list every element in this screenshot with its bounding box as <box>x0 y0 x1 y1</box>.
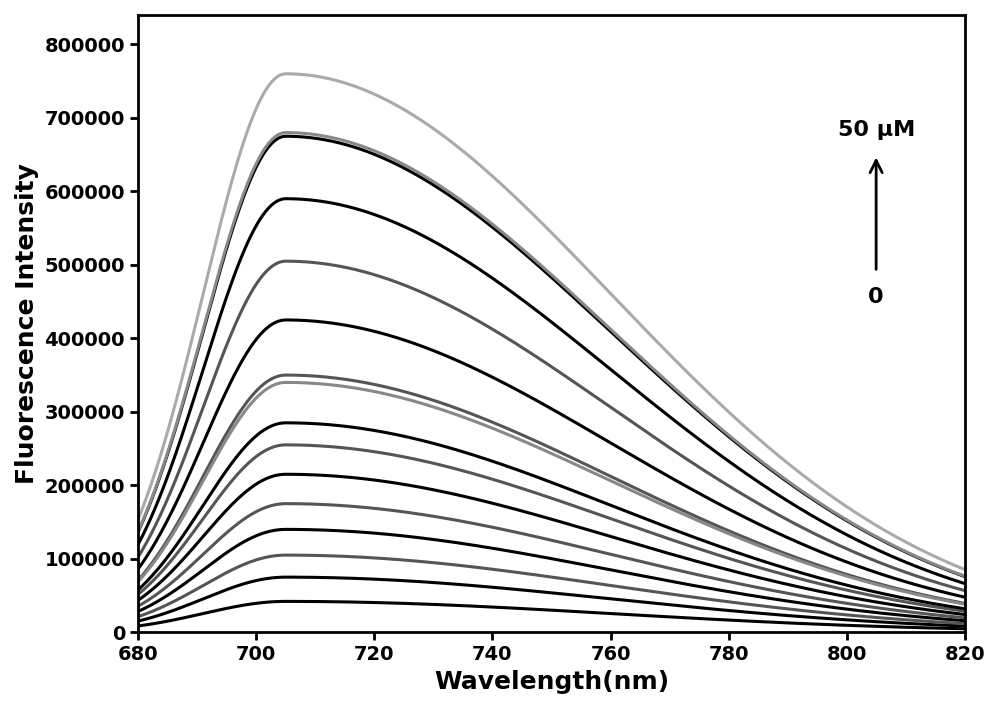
Y-axis label: Fluorescence Intensity: Fluorescence Intensity <box>15 163 39 484</box>
X-axis label: Wavelength(nm): Wavelength(nm) <box>434 670 669 694</box>
Text: 50 μM: 50 μM <box>838 120 915 140</box>
Text: 0: 0 <box>868 287 884 307</box>
